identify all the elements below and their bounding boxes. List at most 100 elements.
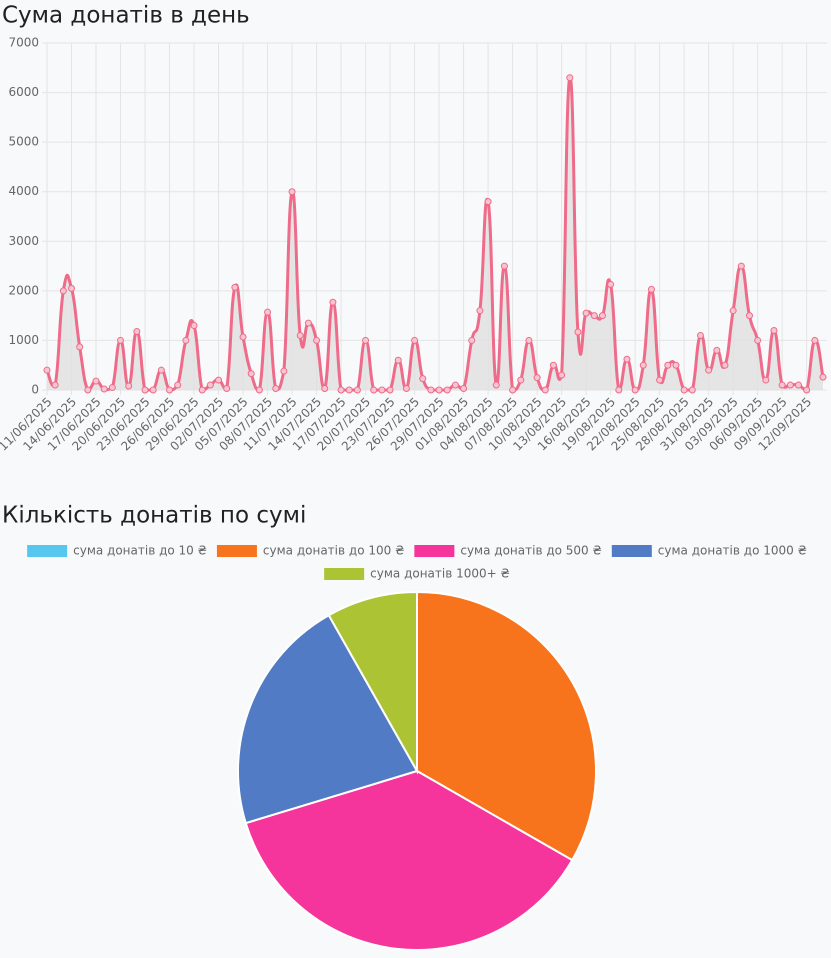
point (794, 381, 802, 389)
point (321, 385, 329, 393)
point (803, 386, 811, 394)
point (566, 74, 574, 82)
point (149, 386, 157, 394)
point (598, 312, 606, 320)
y-tick-label: 0 (31, 383, 39, 397)
legend-label: сума донатів 1000+ ₴ (370, 567, 510, 581)
point (623, 355, 631, 363)
point (509, 386, 517, 394)
point (223, 385, 231, 393)
point (337, 386, 345, 394)
point (370, 386, 378, 394)
y-tick-label: 7000 (8, 36, 39, 50)
point (778, 381, 786, 389)
point (639, 361, 647, 369)
point (133, 328, 141, 336)
point (582, 309, 590, 317)
point (51, 381, 59, 389)
point (174, 381, 182, 389)
line-title: Сума донатів в день (2, 3, 250, 29)
y-tick-label: 6000 (8, 85, 39, 99)
point (549, 361, 557, 369)
point (484, 198, 492, 206)
point (427, 386, 435, 394)
point (84, 386, 92, 394)
point (786, 381, 794, 389)
y-tick-label: 4000 (8, 184, 39, 198)
pie-slice (327, 590, 418, 775)
line (45, 76, 825, 392)
point (811, 336, 819, 344)
point (500, 262, 508, 270)
point (100, 385, 108, 393)
point (280, 367, 288, 375)
point (558, 371, 566, 379)
point (394, 356, 402, 364)
point (737, 262, 745, 270)
point (574, 328, 582, 336)
point (255, 386, 263, 394)
point (819, 373, 827, 381)
legend-swatch (414, 545, 455, 557)
point (435, 386, 443, 394)
point (721, 361, 729, 369)
point (313, 336, 321, 344)
point (182, 336, 190, 344)
point (533, 374, 541, 382)
legend-swatch (216, 545, 257, 557)
point (443, 386, 451, 394)
point (525, 336, 533, 344)
pie-slice (237, 613, 419, 825)
legend-swatch (611, 545, 652, 557)
point (76, 343, 84, 351)
point (247, 370, 255, 378)
point (198, 386, 206, 394)
point (108, 384, 116, 392)
pie-title: Кількість донатів по сумі (2, 503, 306, 529)
point (190, 322, 198, 330)
y-tick-label: 1000 (8, 333, 39, 347)
point (729, 307, 737, 315)
point (68, 284, 76, 292)
point (754, 336, 762, 344)
point (615, 386, 623, 394)
point (353, 386, 361, 394)
area (47, 77, 823, 390)
point (419, 375, 427, 383)
point (517, 376, 525, 384)
pie-slice (244, 769, 574, 951)
point (631, 386, 639, 394)
point (460, 385, 468, 393)
point (411, 336, 419, 344)
point (656, 376, 664, 384)
point (288, 188, 296, 196)
point (590, 312, 598, 320)
point (296, 331, 304, 339)
point (745, 312, 753, 320)
legend-swatch (324, 568, 365, 580)
point (696, 331, 704, 339)
point (402, 385, 410, 393)
point (647, 285, 655, 293)
point (215, 376, 223, 384)
pie-slice (416, 590, 597, 862)
point (762, 376, 770, 384)
point (680, 386, 688, 394)
point (770, 327, 778, 335)
point (92, 377, 100, 385)
point (664, 361, 672, 369)
legend-label: сума донатів до 500 ₴ (460, 544, 601, 558)
legend-label: сума донатів до 1000 ₴ (658, 544, 807, 558)
y-tick-label: 5000 (8, 135, 39, 149)
point (157, 366, 165, 374)
point (166, 386, 174, 394)
point (476, 307, 484, 315)
point (141, 386, 149, 394)
point (541, 386, 549, 394)
point (345, 386, 353, 394)
y-tick-label: 3000 (8, 234, 39, 248)
legend-swatch (27, 545, 68, 557)
point (43, 366, 51, 374)
point (713, 346, 721, 354)
